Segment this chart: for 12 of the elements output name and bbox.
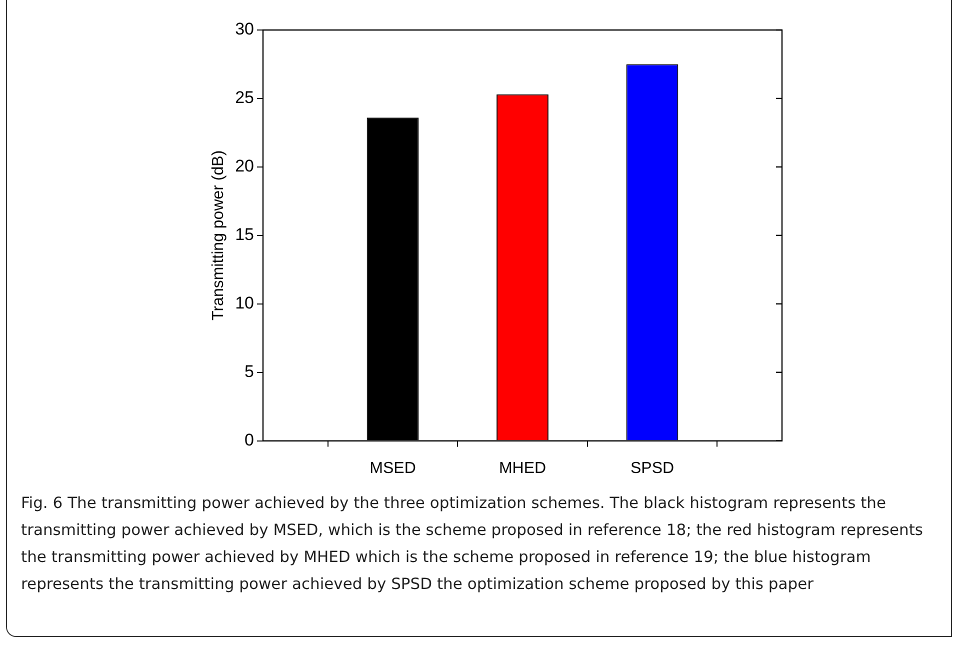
y-tick-label: 25	[235, 88, 254, 108]
y-tick-label: 5	[244, 362, 254, 382]
caption: Fig. 6 The transmitting power achieved by the three optimization schemes. The black histogram represents the transmitting power achieved by MSED, which is the scheme proposed in reference 18; the red histogram represents the transmitting power achieved by MHED which is the scheme proposed in reference 19; the blue histogram represents the transmitting power achieved by SPSD the optimization scheme proposed by this paper	[21, 493, 924, 595]
y-tick-label: 0	[244, 430, 254, 450]
y-axis-title: Transmitting power (dB)	[210, 150, 227, 320]
y-tick-label: 20	[235, 156, 254, 176]
y-tick-label: 30	[235, 20, 254, 39]
x-tick-label: MHED	[498, 460, 546, 477]
y-tick-label: 10	[235, 294, 254, 313]
x-tick-label: MSED	[370, 460, 416, 477]
y-tick-label: 15	[235, 225, 254, 244]
x-tick-label: SPSD	[630, 460, 674, 477]
